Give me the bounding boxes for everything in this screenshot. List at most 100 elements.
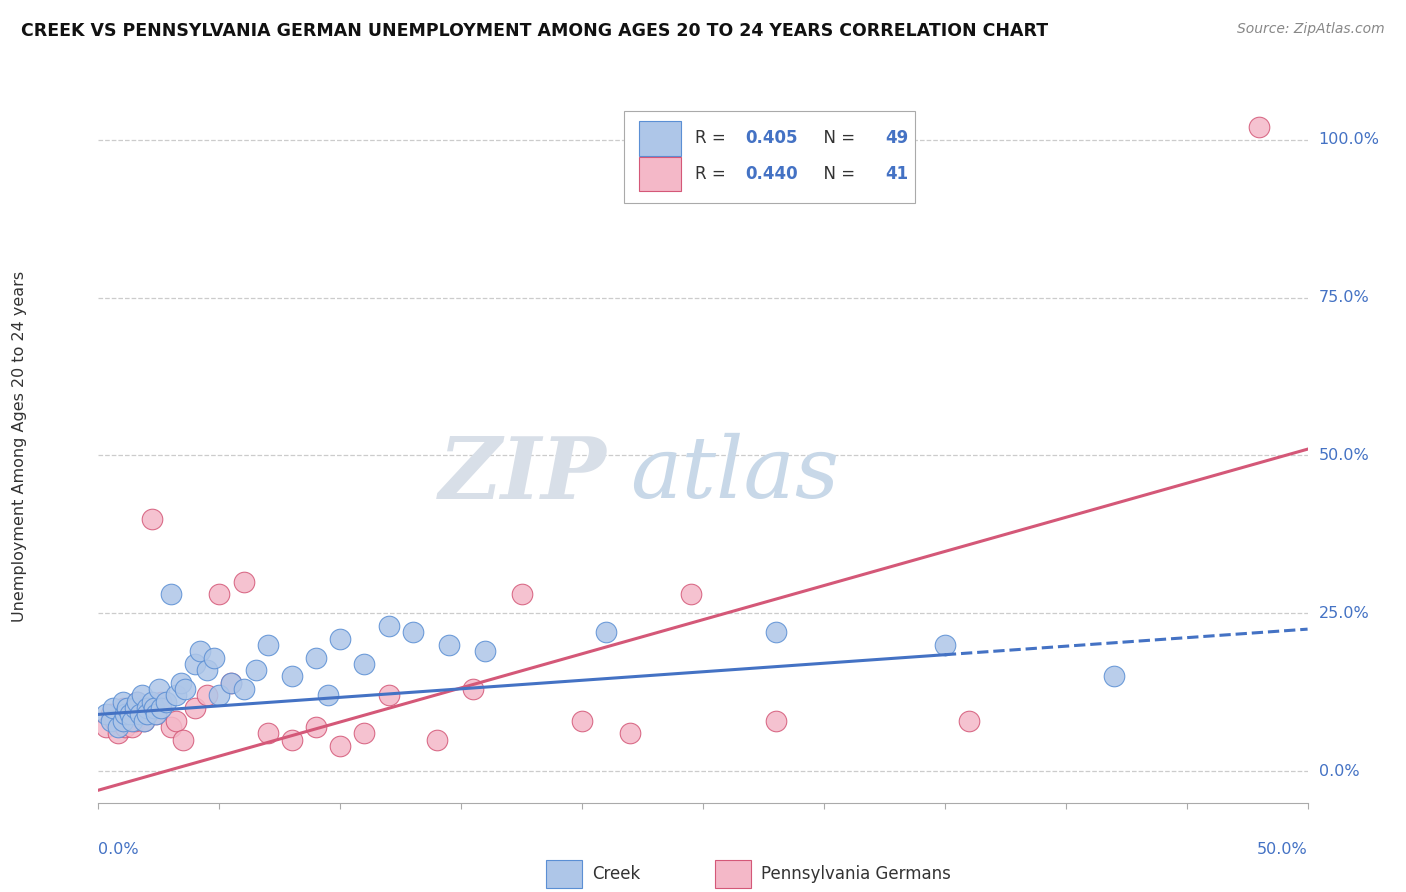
FancyBboxPatch shape xyxy=(624,111,915,203)
Point xyxy=(1102,669,1125,683)
Point xyxy=(124,714,146,728)
Point xyxy=(165,714,187,728)
Point xyxy=(135,701,157,715)
Point xyxy=(135,701,157,715)
Point xyxy=(188,644,211,658)
Point xyxy=(221,675,243,690)
Point xyxy=(437,638,460,652)
Point xyxy=(134,714,156,728)
Point xyxy=(377,689,399,703)
Text: 75.0%: 75.0% xyxy=(1319,290,1369,305)
Point xyxy=(141,695,163,709)
Point xyxy=(329,739,352,753)
Point xyxy=(195,663,218,677)
Text: 50.0%: 50.0% xyxy=(1319,448,1369,463)
Point xyxy=(765,625,787,640)
Point xyxy=(316,689,339,703)
Point xyxy=(114,720,136,734)
Point xyxy=(195,689,218,703)
Text: 100.0%: 100.0% xyxy=(1319,132,1379,147)
Point xyxy=(155,695,177,709)
Point xyxy=(957,714,980,728)
Point xyxy=(94,720,117,734)
Point xyxy=(595,625,617,640)
Point xyxy=(184,657,207,671)
FancyBboxPatch shape xyxy=(716,860,751,888)
Text: ZIP: ZIP xyxy=(439,433,606,516)
Point xyxy=(107,726,129,740)
Point xyxy=(117,701,139,715)
Point xyxy=(114,707,136,722)
Text: 49: 49 xyxy=(886,129,908,147)
Point xyxy=(150,695,173,709)
Point xyxy=(305,720,328,734)
Point xyxy=(128,707,150,722)
Point xyxy=(118,707,141,722)
Text: R =: R = xyxy=(695,165,731,183)
Text: R =: R = xyxy=(695,129,731,147)
Point xyxy=(172,732,194,747)
Point xyxy=(134,714,156,728)
Point xyxy=(463,682,485,697)
FancyBboxPatch shape xyxy=(546,860,582,888)
Point xyxy=(150,701,173,715)
Point xyxy=(281,669,304,683)
Point xyxy=(135,707,157,722)
Point xyxy=(127,695,149,709)
Text: Pennsylvania Germans: Pennsylvania Germans xyxy=(761,865,950,883)
Point xyxy=(232,574,254,589)
Point xyxy=(94,707,117,722)
Text: N =: N = xyxy=(813,129,860,147)
Point xyxy=(124,701,146,715)
Text: 41: 41 xyxy=(886,165,908,183)
Point xyxy=(127,695,149,709)
Point xyxy=(101,701,124,715)
Point xyxy=(145,707,167,722)
Point xyxy=(245,663,267,677)
Point xyxy=(165,689,187,703)
Point xyxy=(329,632,352,646)
Point xyxy=(111,695,134,709)
Point xyxy=(121,714,143,728)
Point xyxy=(107,720,129,734)
Point xyxy=(221,675,243,690)
Point xyxy=(1249,120,1271,134)
Point xyxy=(619,726,641,740)
Point xyxy=(208,587,231,601)
Point xyxy=(145,707,167,722)
Point xyxy=(121,720,143,734)
Point xyxy=(160,720,183,734)
Point xyxy=(111,701,134,715)
FancyBboxPatch shape xyxy=(638,121,682,155)
Point xyxy=(143,701,166,715)
Point xyxy=(353,657,375,671)
Point xyxy=(184,701,207,715)
Point xyxy=(204,650,226,665)
Point xyxy=(353,726,375,740)
Text: 50.0%: 50.0% xyxy=(1257,842,1308,856)
Text: atlas: atlas xyxy=(630,434,839,516)
Text: 0.0%: 0.0% xyxy=(1319,764,1360,779)
Point xyxy=(256,726,278,740)
Point xyxy=(679,587,702,601)
Point xyxy=(100,707,122,722)
Point xyxy=(426,732,449,747)
Text: 0.440: 0.440 xyxy=(745,165,799,183)
Point xyxy=(174,682,197,697)
Text: N =: N = xyxy=(813,165,860,183)
Point xyxy=(305,650,328,665)
Point xyxy=(232,682,254,697)
Point xyxy=(128,707,150,722)
Point xyxy=(118,707,141,722)
Point xyxy=(111,714,134,728)
Point xyxy=(377,619,399,633)
Point xyxy=(208,689,231,703)
Point xyxy=(281,732,304,747)
Text: 25.0%: 25.0% xyxy=(1319,606,1369,621)
Point xyxy=(148,682,170,697)
Point xyxy=(510,587,533,601)
Point xyxy=(117,714,139,728)
Point xyxy=(141,511,163,525)
Point xyxy=(131,689,153,703)
Point xyxy=(104,714,127,728)
